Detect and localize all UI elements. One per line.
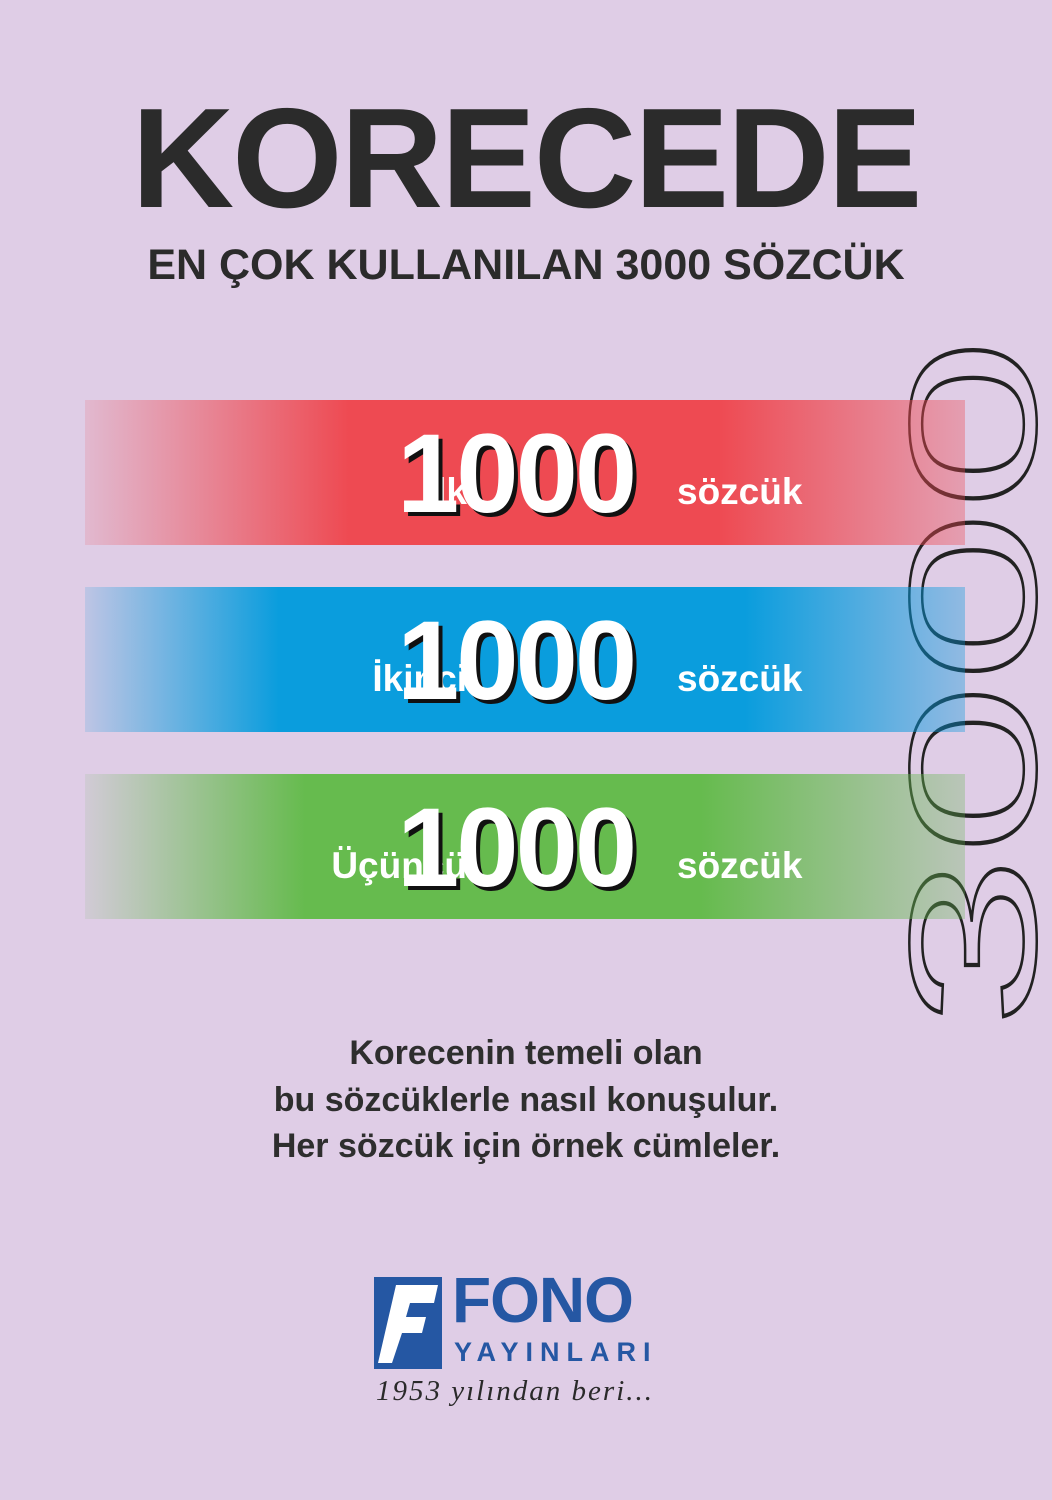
book-title: KORECEDE	[131, 79, 923, 238]
band-suffix: sözcük	[677, 845, 803, 886]
description-line: bu sözcüklerle nasıl konuşulur.	[273, 1081, 779, 1119]
band-number: 1000	[397, 411, 637, 536]
band-first-1000: İlk 1000 sözcük	[85, 400, 965, 545]
description-line: Her sözcük için örnek cümleler.	[271, 1127, 781, 1165]
band-third-1000: Üçüncü 1000 sözcük	[85, 774, 965, 919]
band-number: 1000	[397, 598, 637, 723]
publisher-tagline: 1953 yılından beri...	[376, 1375, 655, 1407]
book-subtitle: EN ÇOK KULLANILAN 3000 SÖZCÜK	[147, 241, 905, 289]
band-prefix: Üçüncü	[331, 845, 467, 886]
publisher-subname: YAYINLARI	[454, 1337, 658, 1367]
publisher-name: FONO	[452, 1264, 634, 1336]
band-prefix: İlk	[425, 471, 467, 512]
band-number: 1000	[397, 785, 637, 910]
description-line: Korecenin temeli olan	[349, 1034, 703, 1072]
publisher-logo: FONO YAYINLARI 1953 yılından beri...	[374, 1268, 684, 1422]
band-suffix: sözcük	[677, 658, 803, 699]
band-second-1000: İkinci 1000 sözcük	[85, 587, 965, 732]
f-logo-icon	[374, 1277, 442, 1369]
band-suffix: sözcük	[677, 471, 803, 512]
band-prefix: İkinci	[372, 658, 467, 699]
